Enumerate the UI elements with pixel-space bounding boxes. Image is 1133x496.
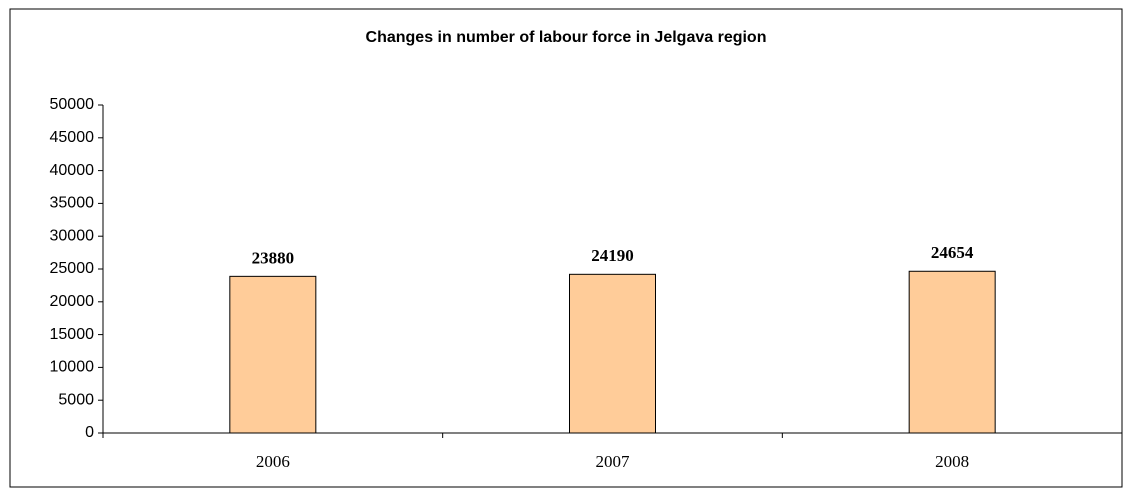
y-tick-label: 40000 [50,162,95,179]
y-tick-label: 20000 [50,293,95,310]
x-tick-label: 2006 [256,452,290,471]
x-tick-label: 2007 [596,452,631,471]
bar [569,273,656,434]
y-tick-label: 30000 [50,227,95,244]
y-tick-label: 15000 [50,326,95,343]
y-tick-label: 35000 [50,195,95,212]
data-label: 23880 [252,248,295,267]
data-label: 24654 [931,243,974,262]
x-tick-label: 2008 [935,452,969,471]
data-label: 24190 [591,246,634,265]
y-tick-label: 25000 [50,260,95,277]
y-tick-label: 5000 [58,391,94,408]
chart-title: Changes in number of labour force in Jel… [366,29,767,46]
y-tick-label: 50000 [50,96,95,113]
bar [908,270,996,434]
y-tick-label: 10000 [50,359,95,376]
bar [229,275,317,434]
y-tick-label: 45000 [50,129,95,146]
y-tick-label: 0 [85,424,94,441]
